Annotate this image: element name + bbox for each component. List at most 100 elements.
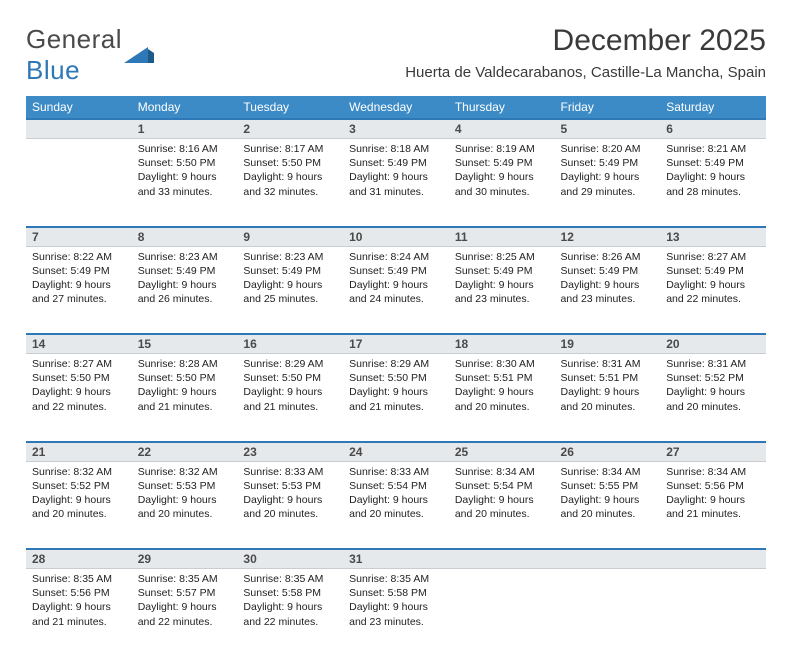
day-number: 27 — [660, 443, 766, 461]
sunrise-line: Sunrise: 8:26 AM — [561, 250, 655, 264]
day-number-cell: 20 — [660, 334, 766, 354]
day-number-cell: 17 — [343, 334, 449, 354]
day-number-cell — [555, 549, 661, 569]
sunset-line: Sunset: 5:54 PM — [349, 479, 443, 493]
day-cell-body: Sunrise: 8:35 AMSunset: 5:58 PMDaylight:… — [343, 569, 449, 635]
sunrise-line: Sunrise: 8:31 AM — [561, 357, 655, 371]
day-cell-body: Sunrise: 8:32 AMSunset: 5:52 PMDaylight:… — [26, 462, 132, 528]
sunset-line: Sunset: 5:56 PM — [32, 586, 126, 600]
day-number: 23 — [237, 443, 343, 461]
sunset-line: Sunset: 5:50 PM — [138, 156, 232, 170]
day-number: 8 — [132, 228, 238, 246]
sunset-line: Sunset: 5:56 PM — [666, 479, 760, 493]
daylight-line: Daylight: 9 hours and 22 minutes. — [138, 600, 232, 628]
day-number-cell: 16 — [237, 334, 343, 354]
sunrise-line: Sunrise: 8:23 AM — [138, 250, 232, 264]
day-number: 11 — [449, 228, 555, 246]
day-number: 6 — [660, 120, 766, 138]
day-number: 14 — [26, 335, 132, 353]
day-number-cell: 29 — [132, 549, 238, 569]
day-cell-body: Sunrise: 8:33 AMSunset: 5:54 PMDaylight:… — [343, 462, 449, 528]
daylight-line: Daylight: 9 hours and 32 minutes. — [243, 170, 337, 198]
day-cell-body: Sunrise: 8:30 AMSunset: 5:51 PMDaylight:… — [449, 354, 555, 420]
day-number-cell: 5 — [555, 119, 661, 139]
daylight-line: Daylight: 9 hours and 28 minutes. — [666, 170, 760, 198]
day-cell: Sunrise: 8:34 AMSunset: 5:56 PMDaylight:… — [660, 461, 766, 549]
sunrise-line: Sunrise: 8:31 AM — [666, 357, 760, 371]
day-cell-body: Sunrise: 8:19 AMSunset: 5:49 PMDaylight:… — [449, 139, 555, 205]
day-number-cell: 27 — [660, 442, 766, 462]
sunset-line: Sunset: 5:52 PM — [666, 371, 760, 385]
sunrise-line: Sunrise: 8:19 AM — [455, 142, 549, 156]
day-number-row: 28293031 — [26, 549, 766, 569]
day-cell: Sunrise: 8:20 AMSunset: 5:49 PMDaylight:… — [555, 139, 661, 227]
sunrise-line: Sunrise: 8:20 AM — [561, 142, 655, 156]
daylight-line: Daylight: 9 hours and 20 minutes. — [455, 385, 549, 413]
day-header: Wednesday — [343, 96, 449, 119]
day-cell: Sunrise: 8:35 AMSunset: 5:58 PMDaylight:… — [343, 569, 449, 657]
daylight-line: Daylight: 9 hours and 23 minutes. — [455, 278, 549, 306]
day-cell-body: Sunrise: 8:35 AMSunset: 5:56 PMDaylight:… — [26, 569, 132, 635]
day-number-cell: 11 — [449, 227, 555, 247]
calendar-body: 123456Sunrise: 8:16 AMSunset: 5:50 PMDay… — [26, 119, 766, 657]
day-cell: Sunrise: 8:17 AMSunset: 5:50 PMDaylight:… — [237, 139, 343, 227]
daylight-line: Daylight: 9 hours and 20 minutes. — [243, 493, 337, 521]
day-number: 16 — [237, 335, 343, 353]
sunset-line: Sunset: 5:49 PM — [666, 264, 760, 278]
day-number-cell: 23 — [237, 442, 343, 462]
day-number: 10 — [343, 228, 449, 246]
sunset-line: Sunset: 5:53 PM — [138, 479, 232, 493]
day-cell-body: Sunrise: 8:27 AMSunset: 5:49 PMDaylight:… — [660, 247, 766, 313]
daylight-line: Daylight: 9 hours and 20 minutes. — [455, 493, 549, 521]
day-number: 26 — [555, 443, 661, 461]
daylight-line: Daylight: 9 hours and 21 minutes. — [32, 600, 126, 628]
day-number: 30 — [237, 550, 343, 568]
sunrise-line: Sunrise: 8:34 AM — [666, 465, 760, 479]
day-number-cell: 4 — [449, 119, 555, 139]
sunrise-line: Sunrise: 8:34 AM — [561, 465, 655, 479]
sunrise-line: Sunrise: 8:22 AM — [32, 250, 126, 264]
day-cell: Sunrise: 8:35 AMSunset: 5:56 PMDaylight:… — [26, 569, 132, 657]
day-number: 4 — [449, 120, 555, 138]
day-cell: Sunrise: 8:19 AMSunset: 5:49 PMDaylight:… — [449, 139, 555, 227]
day-number-cell: 22 — [132, 442, 238, 462]
location-text: Huerta de Valdecarabanos, Castille-La Ma… — [405, 64, 766, 81]
day-cell-body: Sunrise: 8:16 AMSunset: 5:50 PMDaylight:… — [132, 139, 238, 205]
daylight-line: Daylight: 9 hours and 22 minutes. — [666, 278, 760, 306]
day-cell-body: Sunrise: 8:35 AMSunset: 5:57 PMDaylight:… — [132, 569, 238, 635]
daylight-line: Daylight: 9 hours and 27 minutes. — [32, 278, 126, 306]
day-cell-body: Sunrise: 8:22 AMSunset: 5:49 PMDaylight:… — [26, 247, 132, 313]
day-number: 19 — [555, 335, 661, 353]
daylight-line: Daylight: 9 hours and 26 minutes. — [138, 278, 232, 306]
sunrise-line: Sunrise: 8:27 AM — [32, 357, 126, 371]
calendar-page: General Blue December 2025 Huerta de Val… — [0, 0, 792, 657]
daylight-line: Daylight: 9 hours and 25 minutes. — [243, 278, 337, 306]
day-cell: Sunrise: 8:27 AMSunset: 5:49 PMDaylight:… — [660, 246, 766, 334]
day-cell — [660, 569, 766, 657]
sunrise-line: Sunrise: 8:35 AM — [138, 572, 232, 586]
day-number: 7 — [26, 228, 132, 246]
day-number-row: 14151617181920 — [26, 334, 766, 354]
daylight-line: Daylight: 9 hours and 20 minutes. — [349, 493, 443, 521]
day-cell-body: Sunrise: 8:18 AMSunset: 5:49 PMDaylight:… — [343, 139, 449, 205]
day-number-cell: 8 — [132, 227, 238, 247]
day-cell: Sunrise: 8:31 AMSunset: 5:52 PMDaylight:… — [660, 354, 766, 442]
day-cell — [555, 569, 661, 657]
day-cell: Sunrise: 8:34 AMSunset: 5:55 PMDaylight:… — [555, 461, 661, 549]
header: General Blue December 2025 Huerta de Val… — [26, 24, 766, 86]
day-cell: Sunrise: 8:27 AMSunset: 5:50 PMDaylight:… — [26, 354, 132, 442]
day-number-cell: 15 — [132, 334, 238, 354]
day-cell-body: Sunrise: 8:32 AMSunset: 5:53 PMDaylight:… — [132, 462, 238, 528]
day-header: Sunday — [26, 96, 132, 119]
day-content-row: Sunrise: 8:35 AMSunset: 5:56 PMDaylight:… — [26, 569, 766, 657]
day-cell: Sunrise: 8:32 AMSunset: 5:52 PMDaylight:… — [26, 461, 132, 549]
daylight-line: Daylight: 9 hours and 22 minutes. — [32, 385, 126, 413]
sunset-line: Sunset: 5:49 PM — [455, 156, 549, 170]
day-number-cell: 24 — [343, 442, 449, 462]
month-title: December 2025 — [405, 24, 766, 58]
sunset-line: Sunset: 5:50 PM — [243, 156, 337, 170]
day-number: 29 — [132, 550, 238, 568]
day-cell-body: Sunrise: 8:31 AMSunset: 5:51 PMDaylight:… — [555, 354, 661, 420]
day-number-cell — [660, 549, 766, 569]
day-cell: Sunrise: 8:29 AMSunset: 5:50 PMDaylight:… — [237, 354, 343, 442]
